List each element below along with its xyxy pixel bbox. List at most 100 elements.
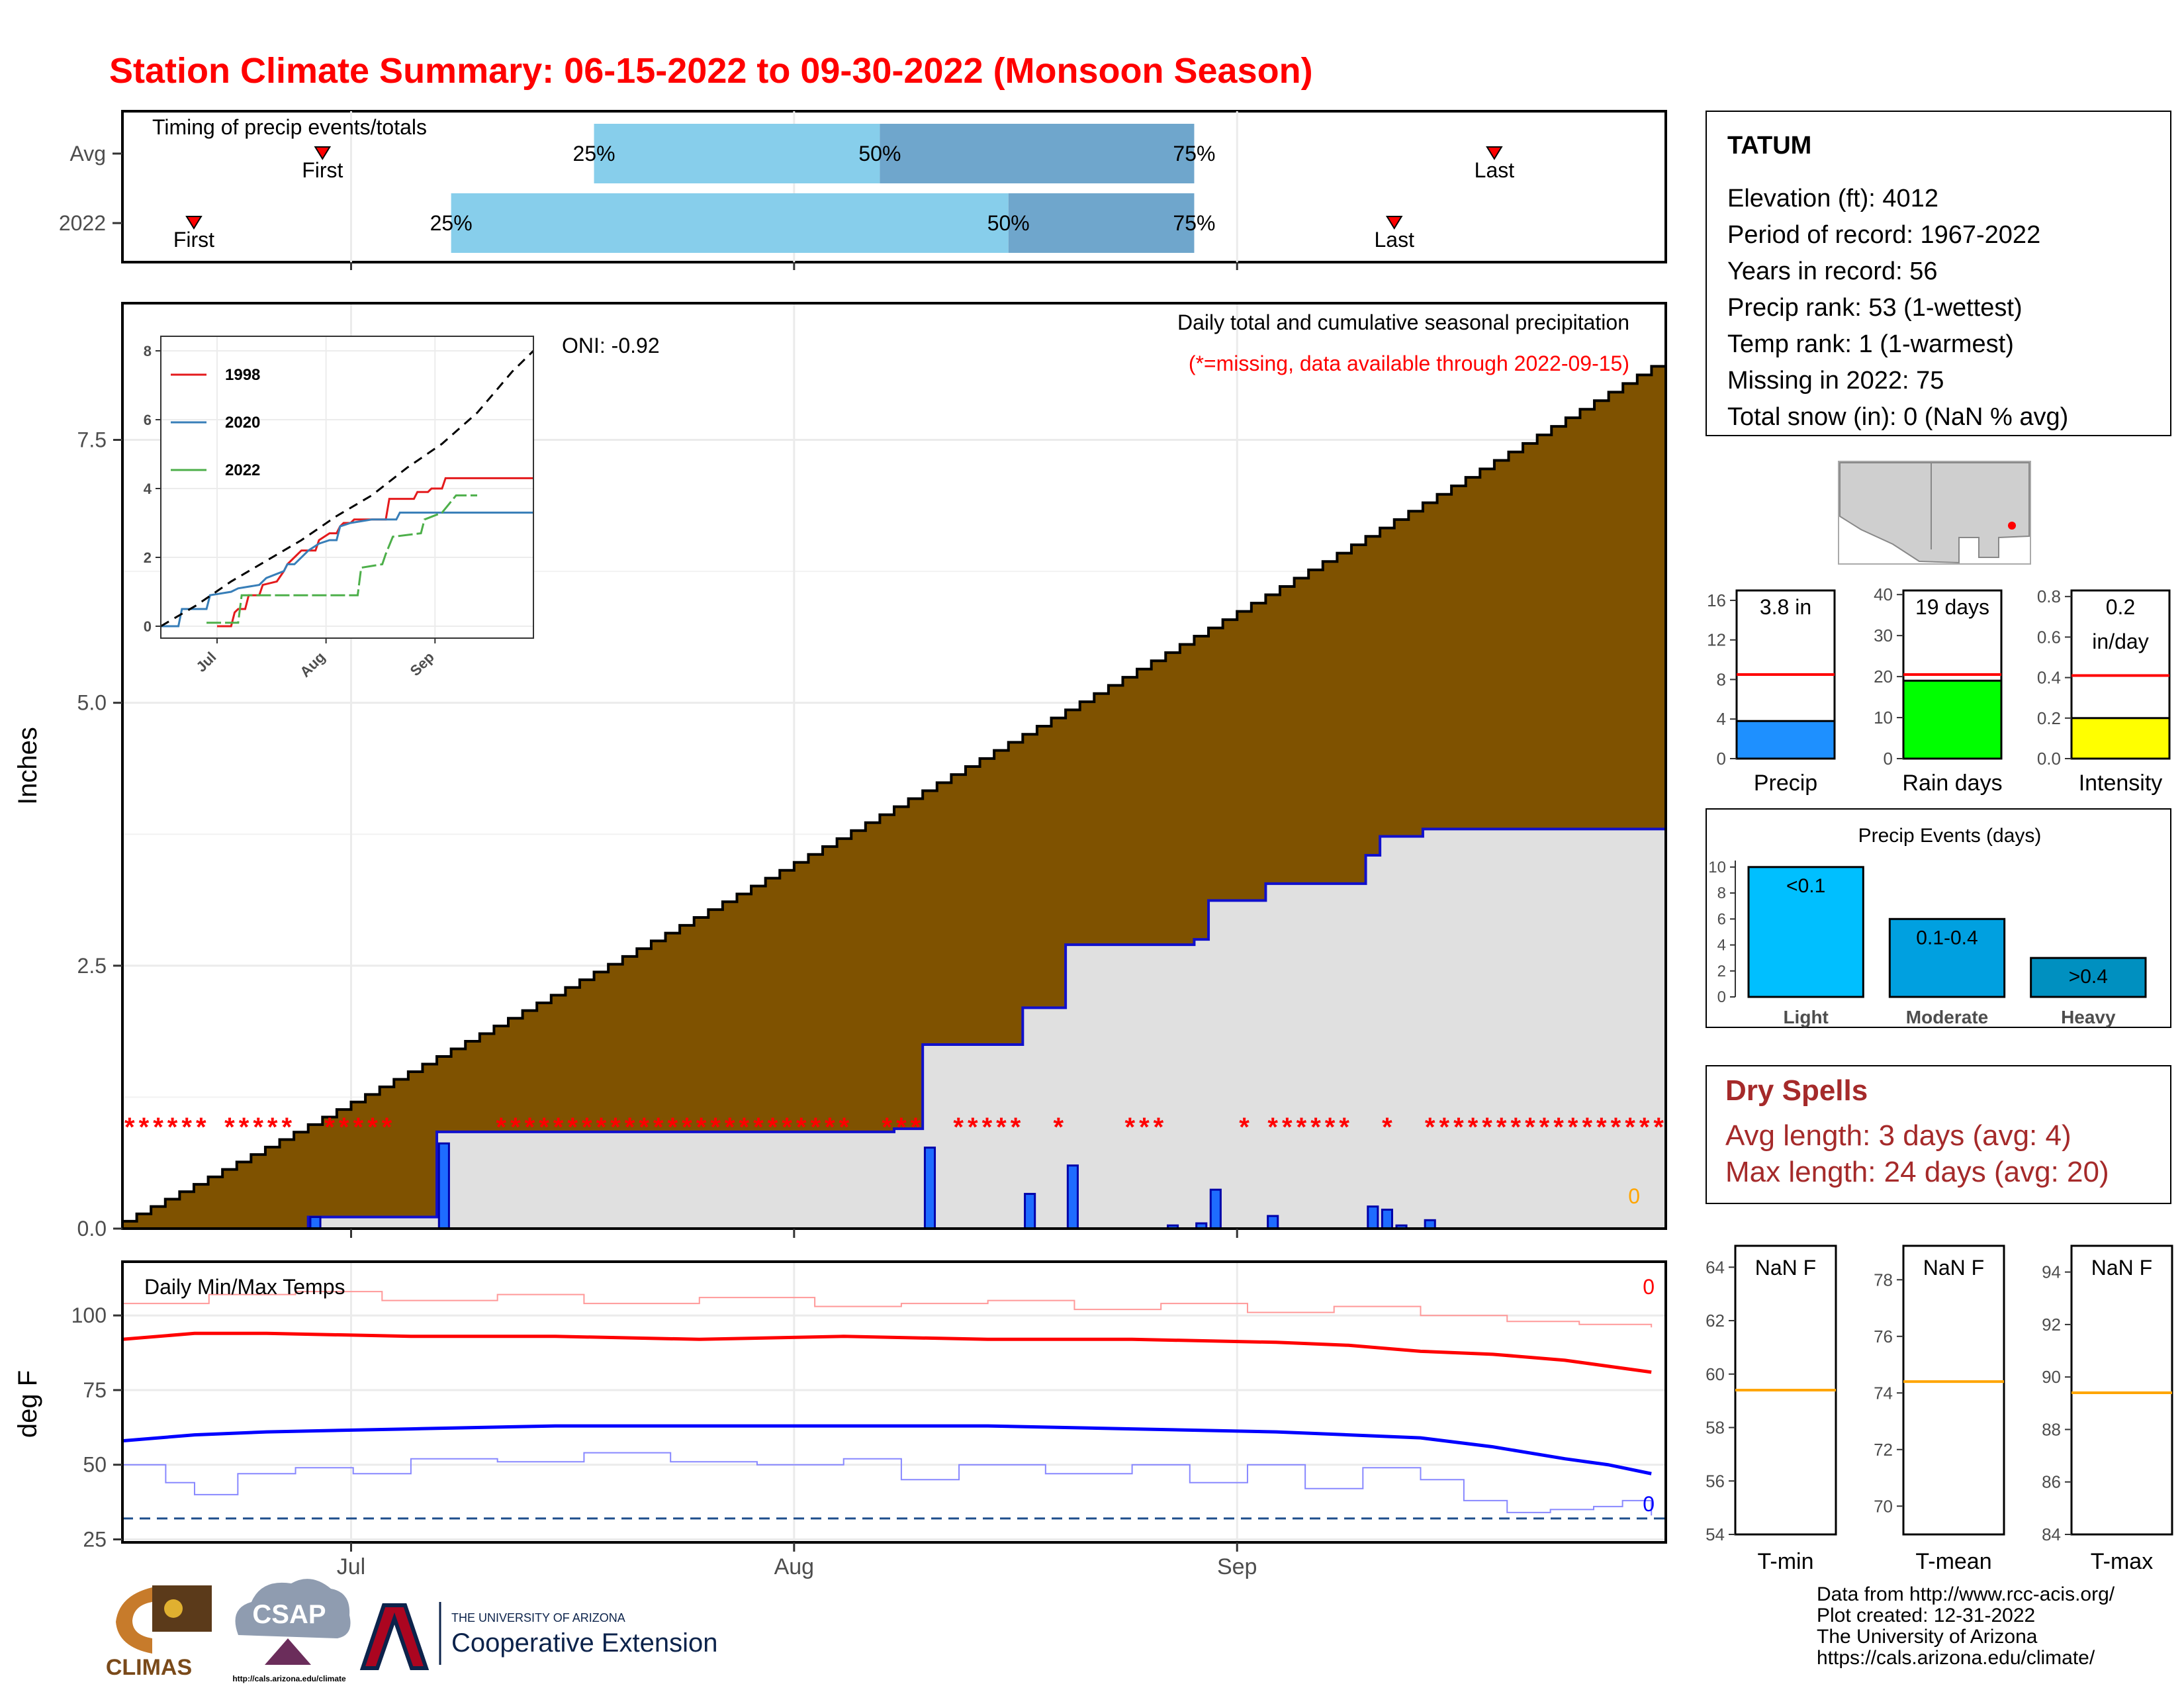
- page-title: Station Climate Summary: 06-15-2022 to 0…: [109, 51, 1313, 91]
- events-category-label: Light: [1783, 1007, 1828, 1027]
- temp-summary-value-label: NaN F: [1923, 1256, 1984, 1280]
- temp-summary-ytick-label: 58: [1706, 1418, 1725, 1438]
- ua-big-text: Cooperative Extension: [451, 1628, 717, 1658]
- temp-lines: [122, 1291, 1666, 1520]
- daily-precip-bar: [1267, 1215, 1279, 1230]
- station-name: TATUM: [1727, 132, 1811, 160]
- missing-marker: *: [567, 1113, 578, 1142]
- climas-mark: [116, 1587, 152, 1654]
- temp-series-tmin_avg: [122, 1424, 1652, 1476]
- missing-marker: *: [710, 1113, 721, 1142]
- summary-value-label: 0.2: [2106, 595, 2135, 619]
- missing-marker: *: [124, 1113, 135, 1142]
- first-marker: [314, 146, 332, 160]
- station-frame: [1706, 111, 2171, 436]
- temp-summary-value-label: NaN F: [2091, 1256, 2152, 1280]
- temp-summary-ytick-label: 60: [1706, 1364, 1725, 1384]
- dry-spells-max: Max length: 24 days (avg: 20): [1725, 1156, 2109, 1188]
- missing-marker: *: [1439, 1113, 1450, 1142]
- summary-ytick-label: 0.6: [2037, 627, 2061, 647]
- temp-series-tmax_avg: [122, 1331, 1652, 1374]
- missing-marker: *: [1425, 1113, 1435, 1142]
- events-bar-label: <0.1: [1786, 875, 1825, 897]
- events-ytick-label: 2: [1717, 962, 1726, 980]
- temp-ytick-label: 25: [83, 1527, 107, 1551]
- missing-marker: *: [896, 1113, 907, 1142]
- missing-marker: *: [1625, 1113, 1635, 1142]
- temp-summary-ytick-label: 94: [2042, 1262, 2061, 1282]
- station-precip-rank: Precip rank: 53 (1-wettest): [1727, 294, 2023, 322]
- temp-xtick-label: Aug: [774, 1554, 815, 1579]
- daily-precip-bar: [309, 1216, 322, 1230]
- missing-marker: *: [153, 1113, 163, 1142]
- inset-series-2022: [206, 494, 478, 624]
- footer-line-4: https://cals.arizona.edu/climate/: [1817, 1647, 2095, 1669]
- temp-summary-ytick-label: 56: [1706, 1471, 1725, 1491]
- missing-marker: *: [282, 1113, 293, 1142]
- missing-marker: *: [596, 1113, 607, 1142]
- temp-title: Daily Min/Max Temps: [144, 1275, 345, 1299]
- events-ytick-label: 8: [1717, 884, 1726, 902]
- missing-marker: *: [1054, 1113, 1064, 1142]
- missing-marker: *: [1011, 1113, 1021, 1142]
- last-marker: [1486, 146, 1503, 160]
- timing-bar-25-50: [451, 193, 1009, 253]
- dry-spells-title: Dry Spells: [1725, 1074, 1868, 1107]
- temp-summary-ytick-label: 86: [2042, 1472, 2061, 1492]
- events-bar-heavy: [2030, 957, 2147, 998]
- precip-y-label: Inches: [13, 727, 42, 805]
- inset-legend: 1998 2020 2022: [171, 366, 260, 479]
- missing-marker: *: [224, 1113, 235, 1142]
- summary-ytick-label: 16: [1707, 590, 1726, 610]
- temp-xtick-label: Sep: [1217, 1554, 1257, 1579]
- timing-row-label: Avg: [69, 142, 106, 165]
- climas-logo: CLIMAS: [106, 1585, 212, 1680]
- tmax-corner-label: 0: [1643, 1275, 1655, 1299]
- logos: CLIMAS CSAP http://cals.arizona.edu/clim…: [106, 1579, 717, 1683]
- events-ytick-label: 4: [1717, 937, 1726, 955]
- summary-ytick-label: 0: [1884, 749, 1893, 769]
- temp-summary-frame: [2070, 1244, 2173, 1536]
- first-marker: [185, 216, 203, 230]
- inset-lines: [160, 350, 535, 628]
- events-ytick-label: 0: [1717, 988, 1726, 1006]
- missing-marker: *: [1496, 1113, 1507, 1142]
- observed-cumulative-line: [122, 827, 1666, 1230]
- temp-panel: 25 50 75 100 Jul Aug Sep Daily Min/Max Temps 0…: [13, 1260, 1667, 1579]
- summary-ytick-label: 10: [1874, 708, 1893, 727]
- missing-marker: *: [839, 1113, 850, 1142]
- p75-label: 75%: [1173, 211, 1215, 235]
- inset-legend-label: 2022: [225, 461, 260, 479]
- station-box: TATUM Elevation (ft): 4012 Period of rec…: [1706, 111, 2171, 436]
- missing-marker: *: [196, 1113, 206, 1142]
- climas-text: CLIMAS: [106, 1655, 192, 1680]
- precip-frame: [121, 302, 1667, 1230]
- events-category-label: Heavy: [2061, 1007, 2116, 1027]
- first-label: First: [173, 228, 214, 252]
- temp-summary-ytick-label: 62: [1706, 1311, 1725, 1331]
- temp-summary-ytick-label: 88: [2042, 1419, 2061, 1439]
- station-snow: Total snow (in): 0 (NaN % avg): [1727, 403, 2068, 431]
- temp-summary-bars: 54 56 58 60 62 64 NaN F T-min 70 72 74 76 78 NaN F T-m…: [1706, 1244, 2173, 1574]
- precip-subtitle: (*=missing, data available through 2022-…: [1189, 352, 1629, 375]
- temp-summary-ytick-label: 74: [1874, 1383, 1893, 1403]
- missing-marker: *: [582, 1113, 592, 1142]
- last-label: Last: [1374, 228, 1414, 252]
- missing-marker: *: [1553, 1113, 1564, 1142]
- temp-ytick-label: 75: [83, 1378, 107, 1402]
- station-location-dot: [2008, 522, 2016, 530]
- missing-marker: *: [668, 1113, 678, 1142]
- inset-ytick-label: 8: [144, 343, 152, 359]
- missing-marker: *: [1282, 1113, 1293, 1142]
- csap-mountain: [265, 1638, 311, 1665]
- temp-summary-ytick-label: 72: [1874, 1440, 1893, 1460]
- summary-value-label: 19 days: [1915, 595, 1989, 619]
- missing-marker: *: [324, 1113, 335, 1142]
- events-bar-light: [1747, 866, 1864, 998]
- summary-bar: [1735, 720, 1836, 760]
- missing-marker: *: [1639, 1113, 1650, 1142]
- summary-category-label: Precip: [1754, 771, 1817, 796]
- missing-marker: *: [725, 1113, 735, 1142]
- temp-xtick-label: Jul: [337, 1554, 365, 1579]
